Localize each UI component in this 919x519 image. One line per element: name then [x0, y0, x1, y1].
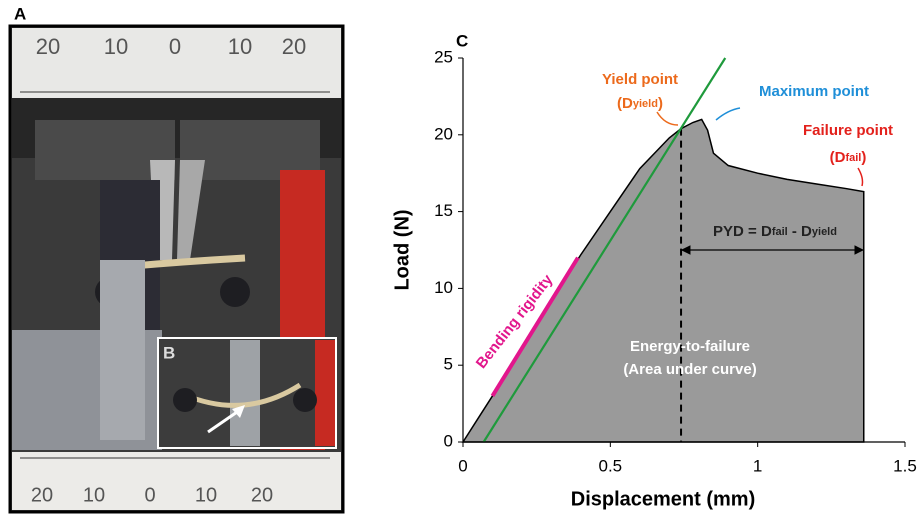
- failure-label: Failure point: [803, 122, 893, 139]
- x-tick-label: 0: [458, 456, 467, 475]
- figure: A B C Displacement (mm) Load (N) 2010010…: [0, 0, 919, 519]
- label-part: ): [861, 149, 866, 166]
- panel-label: C: [456, 31, 468, 50]
- ruler-number: 20: [282, 34, 306, 59]
- pyd-label: PYD = Dfail - Dyield: [713, 223, 837, 240]
- maximum-label: Maximum point: [759, 83, 869, 100]
- y-axis-title: Load (N): [391, 209, 413, 290]
- y-tick-label: 25: [434, 47, 453, 66]
- subscript: fail: [772, 226, 788, 238]
- area-label: (Area under curve): [623, 361, 756, 378]
- x-tick-label: 0.5: [599, 456, 623, 475]
- subscript: yield: [812, 226, 837, 238]
- panel-label: A: [14, 4, 26, 23]
- ruler-number: 0: [169, 34, 181, 59]
- ruler-number: 20: [251, 484, 273, 506]
- ruler-number: 10: [104, 34, 128, 59]
- x-tick-label: 1.5: [893, 456, 917, 475]
- ruler-number: 10: [195, 484, 217, 506]
- area: [463, 119, 864, 442]
- ruler-number: 0: [144, 484, 155, 506]
- y-tick-label: 0: [444, 431, 453, 450]
- area-label: Energy-to-failure: [630, 338, 750, 355]
- label-part: - D: [788, 223, 812, 240]
- failure-sub-label: (Dfail): [830, 149, 867, 166]
- y-tick-label: 5: [444, 355, 453, 374]
- label-part: PYD = D: [713, 223, 772, 240]
- x-tick-label: 1: [753, 456, 762, 475]
- ruler-number: 20: [36, 34, 60, 59]
- pointer: [716, 108, 740, 120]
- subscript: fail: [845, 152, 861, 164]
- pointer: [657, 112, 678, 125]
- pointer: [858, 168, 863, 186]
- label-part: (D: [830, 149, 846, 166]
- y-tick-label: 10: [434, 278, 453, 297]
- ruler-number: 10: [83, 484, 105, 506]
- yield-sub-label: (Dyield): [617, 95, 663, 112]
- subscript: yield: [633, 98, 658, 110]
- ruler-number: 20: [31, 484, 53, 506]
- y-tick-label: 20: [434, 124, 453, 143]
- label-part: (D: [617, 95, 633, 112]
- panel-label: B: [163, 343, 175, 362]
- photo: [10, 26, 343, 512]
- yield-label: Yield point: [602, 71, 678, 88]
- label-part: ): [658, 95, 663, 112]
- y-tick-label: 15: [434, 201, 453, 220]
- ruler-number: 10: [228, 34, 252, 59]
- x-axis-title: Displacement (mm): [571, 488, 756, 510]
